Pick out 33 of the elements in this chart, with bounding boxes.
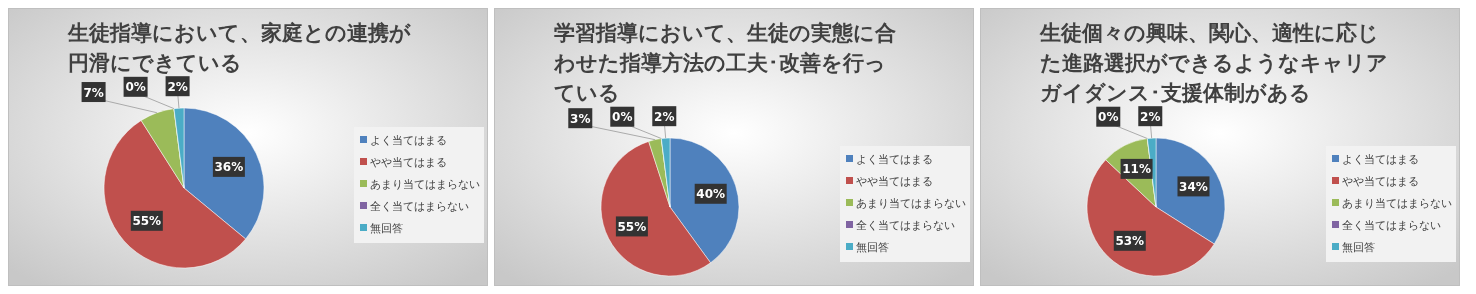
text: 0% bbox=[612, 110, 633, 125]
chart-title: 学習指導において、生徒の実態に合わせた指導方法の工夫･改善を行っている bbox=[553, 21, 896, 105]
data-label: 53% bbox=[1115, 234, 1145, 249]
legend-label: あまり当てはまらない bbox=[1342, 197, 1452, 210]
data-label: 7% bbox=[83, 85, 104, 100]
legend-label: あまり当てはまらない bbox=[856, 197, 966, 210]
data-label: 2% bbox=[654, 109, 675, 124]
legend-label: あまり当てはまらない bbox=[370, 178, 480, 191]
legend-label: よく当てはまる bbox=[1342, 153, 1419, 166]
legend-label: やや当てはまる bbox=[856, 175, 933, 188]
data-label: 2% bbox=[1140, 109, 1161, 124]
data-label: 36% bbox=[214, 160, 244, 175]
data-label: 55% bbox=[132, 214, 162, 229]
data-label: 11% bbox=[1122, 162, 1151, 177]
chart-title: 生徒個々の興味、関心、適性に応じた進路選択ができるようなキャリアガイダンス･支援体制がある bbox=[1039, 21, 1388, 105]
legend-label: よく当てはまる bbox=[370, 134, 447, 147]
legend-label: やや当てはまる bbox=[1342, 175, 1419, 188]
data-label: 34% bbox=[1179, 179, 1208, 194]
data-label: 55% bbox=[617, 219, 647, 234]
data-label: 2% bbox=[167, 79, 188, 94]
legend-label: 無回答 bbox=[856, 241, 889, 254]
text: 0% bbox=[1098, 110, 1119, 125]
legend-label: 全く当てはまらない bbox=[856, 219, 955, 232]
legend-label: 全く当てはまらない bbox=[1342, 219, 1441, 232]
legend-label: 無回答 bbox=[1342, 241, 1375, 254]
data-label: 40% bbox=[696, 187, 726, 202]
data-label: 3% bbox=[570, 111, 591, 126]
legend-label: 無回答 bbox=[370, 222, 403, 235]
legend-label: よく当てはまる bbox=[856, 153, 933, 166]
chart-title: 生徒指導において、家庭との連携が円滑にできている bbox=[67, 21, 411, 75]
legend-label: 全く当てはまらない bbox=[370, 200, 469, 213]
legend-label: やや当てはまる bbox=[370, 156, 447, 169]
text: 0% bbox=[125, 80, 146, 95]
